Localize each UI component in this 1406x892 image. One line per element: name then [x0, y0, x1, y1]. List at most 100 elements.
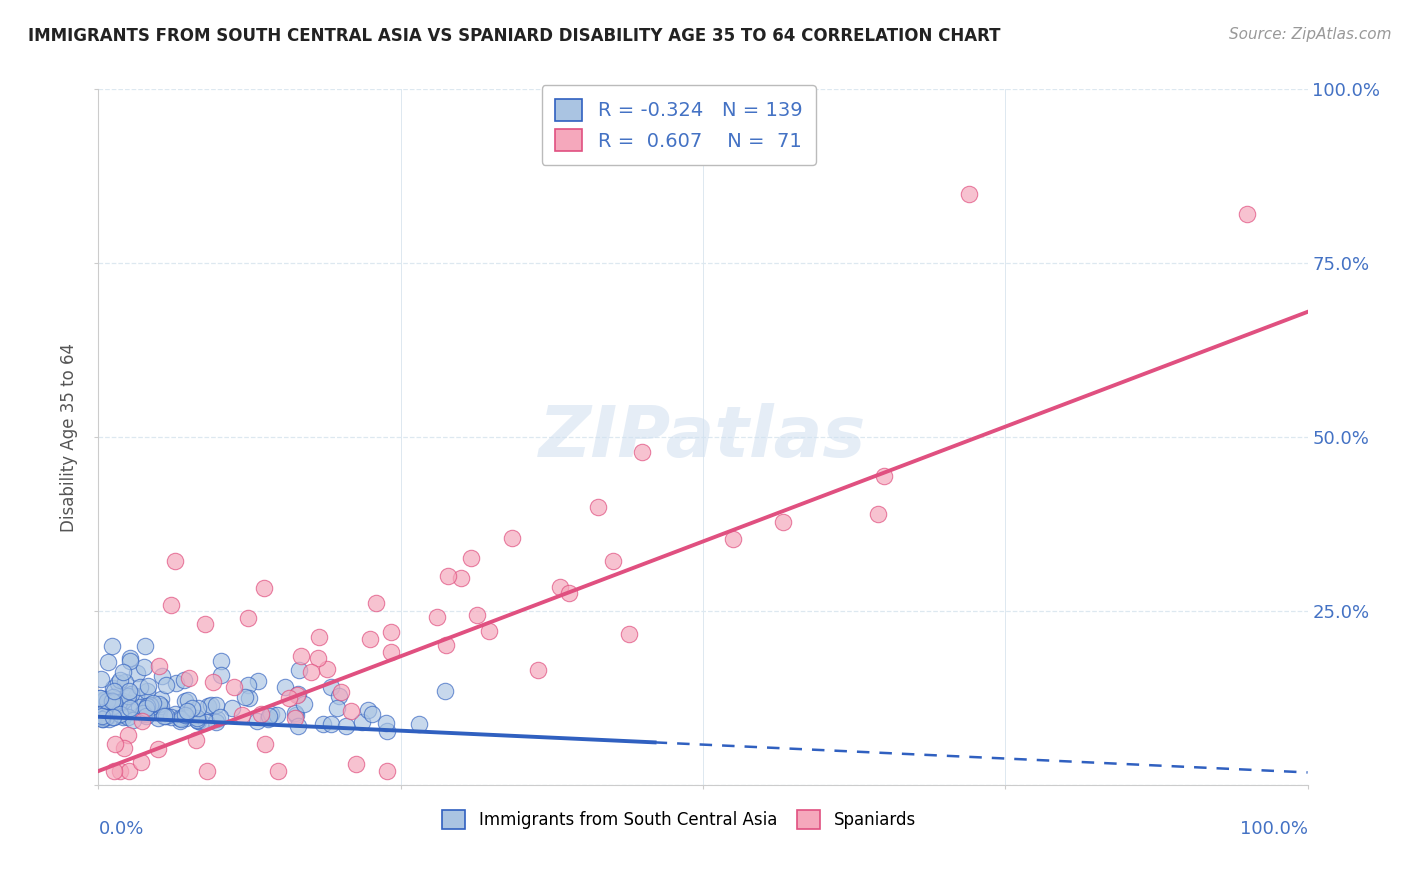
Point: [195, 764, 218, 778]
Point: [101, 699, 124, 714]
Point: [526, 663, 548, 677]
Point: [117, 690, 139, 704]
Point: [135, 708, 157, 723]
Point: [136, 699, 159, 714]
Point: [238, 611, 260, 625]
Point: [290, 649, 312, 664]
Point: [118, 651, 141, 665]
Point: [91, 711, 114, 725]
Point: [260, 707, 283, 722]
Point: [110, 696, 132, 710]
Point: [107, 676, 129, 690]
Point: [380, 624, 402, 639]
Point: [266, 707, 288, 722]
Point: [110, 708, 132, 723]
Point: [868, 508, 890, 522]
Point: [114, 675, 136, 690]
Point: [548, 580, 571, 594]
Point: [96, 709, 118, 723]
Point: [586, 500, 609, 514]
Point: [299, 665, 322, 679]
Point: [316, 663, 339, 677]
Point: [155, 678, 177, 692]
Point: [433, 684, 456, 698]
Point: [352, 714, 374, 729]
Point: [142, 696, 165, 710]
Point: [103, 681, 125, 695]
Point: [233, 690, 256, 705]
Point: [97, 704, 120, 718]
Point: [231, 708, 253, 723]
Point: [100, 692, 122, 706]
Point: [132, 706, 155, 720]
Point: [335, 719, 357, 733]
Point: [117, 710, 139, 724]
Point: [174, 710, 197, 724]
Point: [90, 710, 112, 724]
Point: [617, 627, 640, 641]
Point: [146, 711, 169, 725]
Point: [253, 581, 276, 595]
Point: [1236, 207, 1258, 221]
Point: [108, 695, 131, 709]
Point: [136, 684, 159, 698]
Point: [957, 186, 980, 201]
Point: [100, 700, 122, 714]
Point: [90, 673, 112, 687]
Point: [94, 691, 117, 706]
Point: [101, 710, 124, 724]
Point: [159, 599, 181, 613]
Point: [128, 681, 150, 695]
Point: [186, 711, 208, 725]
Point: [278, 691, 301, 706]
Point: [195, 714, 218, 729]
Point: [177, 693, 200, 707]
Point: [132, 706, 155, 721]
Point: [103, 764, 125, 778]
Point: [437, 568, 460, 582]
Point: [357, 703, 380, 717]
Point: [98, 706, 121, 721]
Point: [150, 692, 173, 706]
Text: Source: ZipAtlas.com: Source: ZipAtlas.com: [1229, 27, 1392, 42]
Point: [245, 714, 267, 728]
Point: [108, 706, 131, 721]
Point: [169, 714, 191, 729]
Point: [117, 728, 139, 742]
Point: [108, 764, 131, 778]
Point: [93, 693, 115, 707]
Point: [285, 707, 308, 722]
Point: [136, 679, 159, 693]
Point: [165, 676, 187, 690]
Point: [89, 690, 111, 705]
Point: [187, 701, 209, 715]
Point: [89, 691, 111, 706]
Point: [190, 714, 212, 729]
Point: [103, 695, 125, 709]
Point: [93, 705, 115, 719]
Point: [96, 710, 118, 724]
Point: [120, 687, 142, 701]
Point: [89, 706, 111, 721]
Point: [91, 712, 114, 726]
Point: [257, 712, 280, 726]
Point: [200, 698, 222, 713]
Point: [118, 696, 141, 710]
Point: [558, 586, 581, 600]
Text: 0.0%: 0.0%: [98, 820, 143, 838]
Point: [125, 665, 148, 680]
Point: [184, 733, 207, 747]
Point: [148, 697, 170, 711]
Point: [125, 689, 148, 703]
Point: [186, 713, 208, 727]
Text: 100.0%: 100.0%: [1240, 820, 1308, 838]
Point: [110, 673, 132, 687]
Point: [187, 714, 209, 729]
Point: [319, 717, 342, 731]
Point: [197, 698, 219, 713]
Point: [238, 678, 260, 692]
Point: [205, 712, 228, 726]
Point: [148, 659, 170, 673]
Point: [169, 711, 191, 725]
Point: [434, 638, 457, 652]
